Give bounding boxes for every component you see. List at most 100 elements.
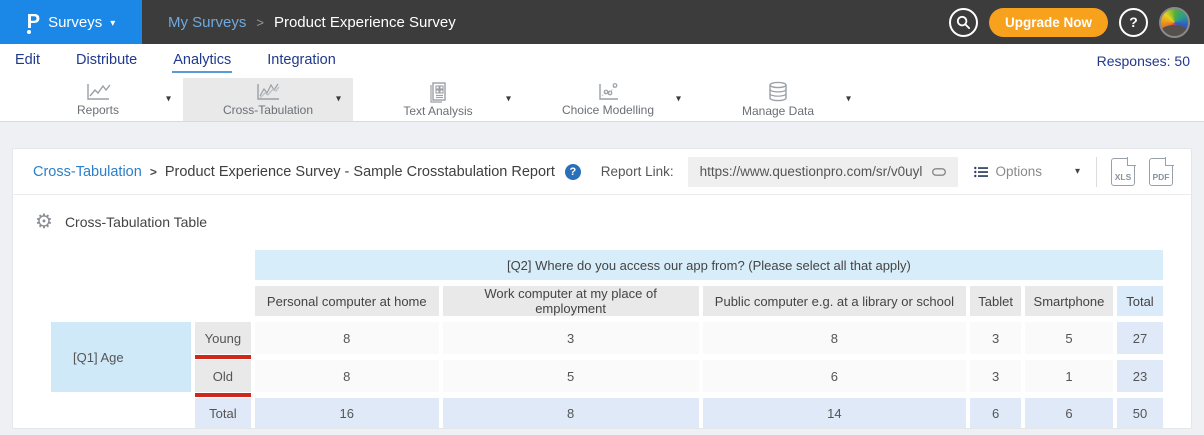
table-cell: 3 [442,322,699,354]
table-cell: 8 [254,322,439,354]
chevron-down-icon[interactable]: ▾ [335,93,341,105]
section-title: Cross-Tabulation Table [64,214,208,230]
table-row-old: Old 8 5 6 3 1 23 [51,360,1163,397]
table-cell-total: 23 [1116,360,1163,392]
chevron-down-icon: ▾ [1074,166,1080,177]
help-icon[interactable]: ? [564,163,581,180]
tab-distribute[interactable]: Distribute [76,52,138,68]
table-cell: 5 [1024,322,1113,354]
column-header-total: Total [1116,286,1163,316]
report-header-controls: Report Link: https://www.questionpro.com… [600,156,1174,187]
toolbar-label: Manage Data [741,104,815,118]
export-xls-button[interactable]: XLS [1111,156,1136,186]
help-button[interactable]: ? [1119,7,1148,37]
survey-nav: Edit Distribute Analytics Integration Re… [0,44,1204,78]
report-url-box[interactable]: https://www.questionpro.com/sr/v0uyl [687,156,959,187]
tab-edit[interactable]: Edit [15,52,40,68]
table-cell: 3 [970,360,1021,392]
report-link-label: Report Link: [600,164,674,179]
survey-nav-items: Edit Distribute Analytics Integration [14,49,337,73]
red-underline-annotation [194,393,251,397]
page-body: Cross-Tabulation > Product Experience Su… [0,122,1204,435]
column-header-row: Personal computer at home Work computer … [51,286,1163,316]
line-chart-icon [87,84,111,100]
question-mark-icon: ? [1129,14,1138,30]
table-cell-grand-total: 50 [1116,398,1163,428]
breadcrumb-my-surveys-link[interactable]: My Surveys [168,13,247,31]
table-cell: 8 [702,322,967,354]
breadcrumb-separator: > [149,164,157,179]
search-icon [956,15,971,29]
column-header: Public computer e.g. at a library or sch… [702,286,967,316]
report-header: Cross-Tabulation > Product Experience Su… [13,149,1191,195]
toolbar-label: Text Analysis [403,104,473,118]
section-header: ⚙ Cross-Tabulation Table [13,195,1191,242]
column-header: Smartphone [1024,286,1113,316]
toolbar-label: Choice Modelling [561,103,655,117]
product-label: Surveys [48,13,103,31]
chevron-down-icon[interactable]: ▾ [165,93,171,105]
document-grid-icon [430,82,446,103]
table-cell-total: 27 [1116,322,1163,354]
toolbar-item-reports[interactable]: Reports ▾ [13,78,183,121]
analytics-toolbar: Reports ▾ Cross-Tabulation ▾ Text Analys… [0,78,1204,122]
row-label-text: Young [204,330,242,346]
cross-tabulation-link[interactable]: Cross-Tabulation [33,163,142,180]
search-button[interactable] [948,7,978,37]
questionpro-logo-icon: P [26,11,41,34]
red-underline-annotation [194,355,251,359]
breadcrumb-separator: > [256,14,264,30]
surveys-menu-button[interactable]: P Surveys ▾ [0,0,142,44]
chevron-down-icon: ▾ [110,17,116,29]
table-row-total: Total 16 8 14 6 6 50 [51,398,1163,428]
xls-icon-label: XLS [1114,171,1132,182]
user-avatar[interactable] [1159,6,1190,38]
top-bar: P Surveys ▾ My Surveys > Product Experie… [0,0,1204,44]
row-label-young[interactable]: Young [194,322,251,359]
report-url[interactable]: https://www.questionpro.com/sr/v0uyl [699,164,923,179]
pdf-icon-label: PDF [1152,171,1170,182]
upgrade-now-button[interactable]: Upgrade Now [988,7,1108,37]
table-cell: 1 [1024,360,1113,392]
question-banner-row: [Q2] Where do you access our app from? (… [51,250,1163,280]
export-pdf-button[interactable]: PDF [1149,156,1174,186]
report-title: Product Experience Survey - Sample Cross… [164,163,555,180]
column-header: Personal computer at home [254,286,439,316]
row-label-text: Old [212,368,233,384]
table-cell-total: 6 [970,398,1021,428]
survey-title: Product Experience Survey [273,13,456,31]
multi-line-chart-icon [257,83,280,100]
options-dropdown[interactable]: Options ▾ [972,164,1082,179]
crosstab-table: [Q2] Where do you access our app from? (… [47,244,1167,428]
chevron-down-icon[interactable]: ▾ [675,93,681,105]
column-header: Work computer at my place of employment [442,286,699,316]
row-label-total: Total [194,398,251,428]
gear-icon[interactable]: ⚙ [35,211,53,233]
toolbar-item-cross-tabulation[interactable]: Cross-Tabulation ▾ [183,78,353,121]
tab-analytics[interactable]: Analytics [172,49,233,73]
toolbar-item-text-analysis[interactable]: Text Analysis ▾ [353,78,523,121]
divider [1096,156,1097,187]
toolbar-label: Cross-Tabulation [222,103,314,117]
responses-count[interactable]: Responses: 50 [1096,53,1190,69]
table-cell: 3 [970,322,1021,354]
table-cell: 5 [442,360,699,392]
table-row-young: [Q1] Age Young 8 3 8 3 5 27 [51,322,1163,392]
chevron-down-icon[interactable]: ▾ [505,93,511,105]
q1-row-question: [Q1] Age [51,322,191,392]
table-cell-total: 16 [254,398,439,428]
toolbar-label: Reports [76,103,120,117]
table-cell-total: 6 [1024,398,1113,428]
toolbar-item-manage-data[interactable]: Manage Data ▾ [693,78,863,121]
breadcrumb: My Surveys > Product Experience Survey [168,14,456,31]
row-label-old[interactable]: Old [194,360,251,397]
table-cell-total: 8 [442,398,699,428]
tab-integration[interactable]: Integration [267,52,336,68]
list-icon [974,166,989,177]
crosstab-table-container: [Q2] Where do you access our app from? (… [13,242,1191,428]
database-icon [769,81,787,102]
toolbar-item-choice-modelling[interactable]: Choice Modelling ▾ [523,78,693,121]
column-header: Tablet [970,286,1021,316]
table-cell-total: 14 [702,398,967,428]
chevron-down-icon[interactable]: ▾ [845,93,851,105]
